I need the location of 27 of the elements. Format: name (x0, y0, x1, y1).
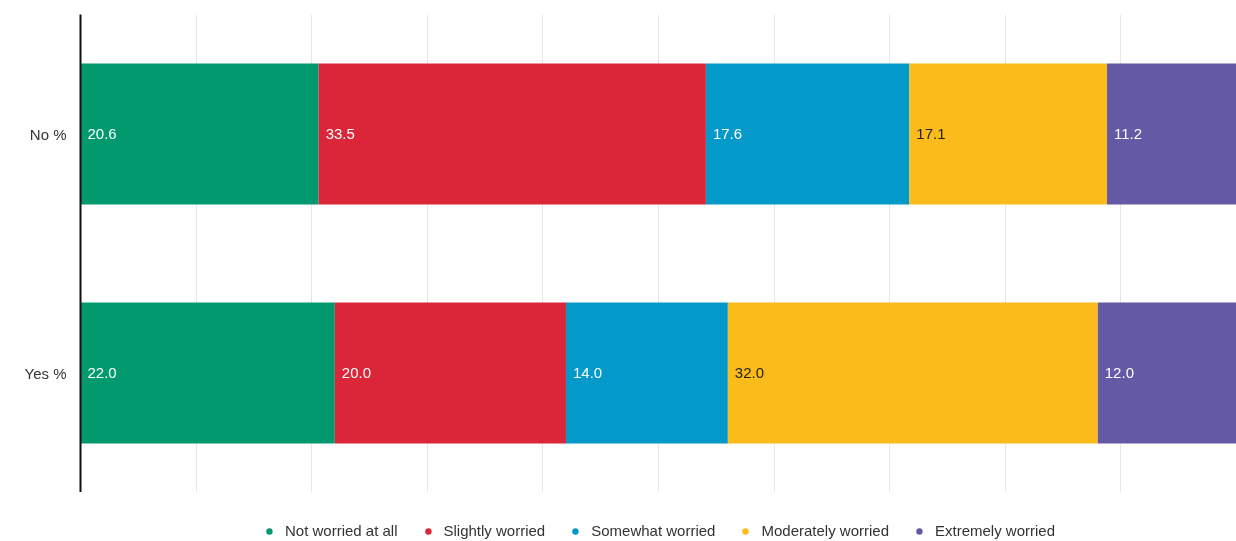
y-tick-label: Yes % (24, 364, 67, 382)
data-label: 11.2 (1114, 125, 1143, 142)
bar (727, 302, 1098, 444)
bar (566, 302, 728, 444)
bar (80, 63, 319, 205)
bar (1097, 302, 1236, 444)
y-tick-label: No % (29, 125, 67, 143)
data-label: 32.0 (734, 364, 765, 381)
data-label: 17.1 (916, 125, 946, 142)
bar (318, 63, 706, 205)
bar (1107, 63, 1236, 205)
bar (80, 302, 335, 444)
legend-label: Slightly worried (443, 522, 546, 539)
legend-label: Somewhat worried (591, 522, 716, 539)
data-label: 22.0 (87, 364, 117, 381)
legend-label: Extremely worried (935, 522, 1056, 539)
bar (909, 63, 1108, 205)
data-label: 12.0 (1104, 364, 1134, 381)
legend-label: Not worried at all (284, 522, 398, 539)
legend-label: Moderately worried (761, 522, 890, 539)
data-label: 17.6 (712, 125, 743, 142)
bar (705, 63, 910, 205)
data-label: 20.0 (341, 364, 372, 381)
data-label: 33.5 (325, 125, 355, 142)
bar (334, 302, 567, 444)
data-label: 20.6 (87, 125, 117, 142)
data-label: 14.0 (573, 364, 603, 381)
